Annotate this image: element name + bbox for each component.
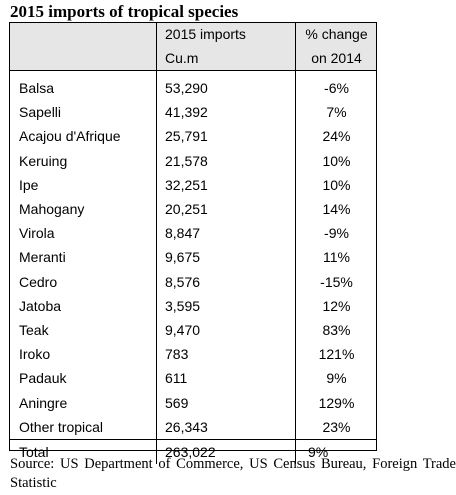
imports-table: 2015 imports % change Cu.m on 2014 Balsa… (9, 22, 377, 465)
imports-cell: 3,595 (156, 293, 296, 319)
total-label: Total (9, 439, 157, 465)
species-cell: Meranti (9, 245, 157, 270)
species-cell: Cedro (9, 269, 157, 294)
change-cell: 23% (322, 418, 351, 435)
table-row: Sapelli 41,392 7% (9, 100, 377, 125)
imports-cell: 25,791 (156, 124, 296, 149)
table-row: Ipe 32,251 10% (9, 172, 377, 198)
table-row: Virola 8,847 -9% (9, 221, 377, 246)
table-row: Meranti 9,675 11% (9, 245, 377, 270)
imports-cell: 9,675 (156, 245, 296, 270)
table-row: Acajou d'Afrique 25,791 24% (9, 124, 377, 149)
change-cell: 121% (318, 346, 355, 363)
table-row: Mahogany 20,251 14% (9, 197, 377, 222)
table-title: 2015 imports of tropical species (10, 2, 239, 21)
change-cell: -15% (320, 273, 353, 290)
change-cell: 11% (323, 249, 350, 266)
change-cell: 7% (326, 104, 347, 121)
imports-cell: 41,392 (156, 100, 296, 125)
species-cell: Jatoba (9, 293, 157, 319)
imports-cell: 53,290 (156, 76, 296, 101)
table-row: Iroko 783 121% (9, 342, 377, 367)
table-row: Padauk 611 9% (9, 366, 377, 391)
imports-cell: 611 (156, 366, 296, 391)
header-imports: 2015 imports (156, 22, 296, 46)
imports-cell: 783 (156, 342, 296, 367)
table-row: Jatoba 3,595 12% (9, 293, 377, 319)
header-row-2: Cu.m on 2014 (9, 46, 377, 71)
table-row: Keruing 21,578 10% (9, 148, 377, 173)
imports-cell: 20,251 (156, 197, 296, 222)
change-cell: 9% (295, 439, 377, 465)
change-cell: 14% (322, 201, 351, 218)
imports-cell: 8,847 (156, 221, 296, 246)
species-cell: Padauk (9, 366, 157, 391)
change-cell: 12% (322, 297, 351, 314)
header-species (9, 22, 157, 71)
species-cell: Ipe (9, 172, 157, 198)
table-row: Other tropical 26,343 23% (9, 414, 377, 440)
species-cell: Other tropical (9, 414, 157, 440)
imports-cell: 9,470 (156, 318, 296, 343)
change-cell: -9% (324, 225, 349, 242)
species-cell: Iroko (9, 342, 157, 367)
table-row: Cedro 8,576 -15% (9, 269, 377, 294)
total-row: Total 263,022 9% (9, 439, 377, 465)
header-row-1: 2015 imports % change (9, 22, 377, 71)
header-imports-unit: Cu.m (156, 46, 296, 71)
change-cell: 24% (322, 128, 351, 145)
imports-cell: 263,022 (156, 439, 296, 465)
change-cell: 83% (322, 322, 351, 339)
species-cell: Balsa (9, 76, 157, 101)
change-cell: -6% (324, 80, 349, 96)
spacer-row (9, 70, 377, 76)
header-change: % change (295, 22, 377, 46)
imports-cell: 26,343 (156, 414, 296, 440)
table-row: Teak 9,470 83% (9, 318, 377, 343)
imports-table-body: 2015 imports % change Cu.m on 2014 Balsa… (9, 22, 377, 465)
change-cell: 10% (322, 176, 351, 193)
imports-cell: 32,251 (156, 172, 296, 198)
source-note: Source: US Department of Commerce, US Ce… (10, 456, 456, 491)
change-cell: 10% (322, 152, 351, 169)
change-cell: 129% (318, 394, 355, 411)
species-cell: Acajou d'Afrique (9, 124, 157, 149)
table-row: Aningre 569 129% (9, 390, 377, 415)
species-cell: Aningre (9, 390, 157, 415)
species-cell: Keruing (9, 148, 157, 173)
table-row: Balsa 53,290 -6% (9, 76, 377, 101)
species-cell: Sapelli (9, 100, 157, 125)
header-change-basis: on 2014 (295, 46, 377, 71)
species-cell: Mahogany (9, 197, 157, 222)
imports-cell: 21,578 (156, 148, 296, 173)
species-cell: Virola (9, 221, 157, 246)
change-cell: 9% (326, 370, 347, 387)
imports-cell: 569 (156, 390, 296, 415)
species-cell: Teak (9, 318, 157, 343)
imports-cell: 8,576 (156, 269, 296, 294)
